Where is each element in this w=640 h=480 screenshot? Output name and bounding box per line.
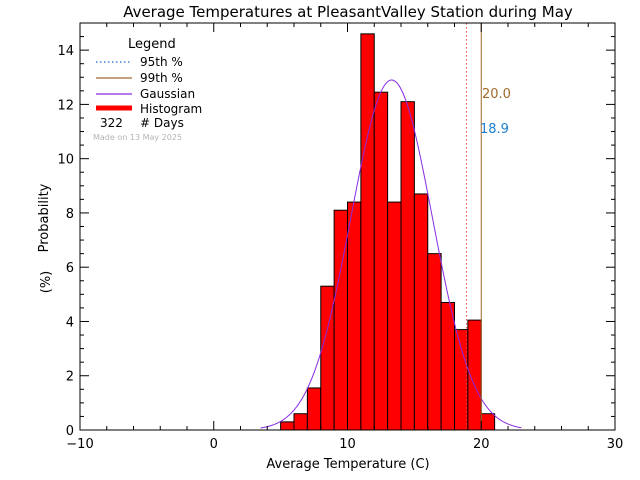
legend-label-gaussian: Gaussian bbox=[140, 87, 195, 101]
x-tick-label-2: 10 bbox=[339, 437, 356, 452]
gaussian-curve bbox=[260, 79, 522, 429]
legend-days-count: 322 bbox=[100, 116, 123, 130]
y-axis-label-unit: (%) bbox=[39, 271, 54, 294]
histogram-bar-12 bbox=[440, 301, 455, 431]
histogram-bar-15 bbox=[480, 413, 496, 431]
legend-title: Legend bbox=[128, 37, 176, 52]
histogram-bar-13 bbox=[454, 329, 469, 431]
histogram-bar-11 bbox=[427, 253, 442, 431]
histogram-bar-9 bbox=[400, 101, 415, 431]
histogram-bar-10 bbox=[413, 193, 429, 431]
chart-title: Average Temperatures at PleasantValley S… bbox=[123, 3, 573, 21]
histogram-bar-5 bbox=[347, 201, 362, 431]
histogram-bar-6 bbox=[360, 33, 375, 431]
p95-value-label: 18.9 bbox=[480, 122, 509, 137]
legend-label-histogram: Histogram bbox=[140, 102, 202, 116]
x-tick-label-3: 20 bbox=[473, 437, 490, 452]
x-tick-label-1: 0 bbox=[210, 437, 218, 452]
histogram-bar-7 bbox=[373, 91, 389, 431]
histogram-bar-2 bbox=[306, 387, 322, 431]
y-tick-label-3: 6 bbox=[66, 261, 74, 276]
histogram-bars bbox=[280, 33, 496, 431]
y-tick-label-7: 14 bbox=[57, 44, 74, 59]
histogram-bar-0 bbox=[280, 421, 295, 431]
made-on-note: Made on 13 May 2025 bbox=[93, 133, 182, 142]
y-tick-label-1: 2 bbox=[66, 370, 74, 385]
legend-label-95th: 95th % bbox=[140, 55, 183, 69]
gaussian-curve-group bbox=[260, 79, 522, 429]
y-tick-label-5: 10 bbox=[57, 153, 74, 168]
p99-value-label: 20.0 bbox=[482, 87, 511, 102]
legend-days-label: # Days bbox=[140, 116, 184, 130]
y-tick-label-4: 8 bbox=[66, 207, 74, 222]
y-axis-label-probability: Probability bbox=[37, 183, 52, 252]
histogram-bar-1 bbox=[293, 413, 308, 431]
y-tick-label-2: 4 bbox=[66, 315, 74, 330]
x-axis-label: Average Temperature (C) bbox=[266, 457, 429, 472]
x-tick-label-0: −10 bbox=[66, 437, 93, 452]
y-tick-label-0: 0 bbox=[66, 424, 74, 439]
y-tick-label-6: 12 bbox=[57, 98, 74, 113]
percentile-lines bbox=[466, 23, 482, 430]
legend-label-99th: 99th % bbox=[140, 71, 183, 85]
legend: Legend 95th % 99th % Gaussian Histogram … bbox=[93, 37, 202, 142]
x-tick-label-4: 30 bbox=[607, 437, 624, 452]
histogram-bar-8 bbox=[387, 201, 402, 431]
